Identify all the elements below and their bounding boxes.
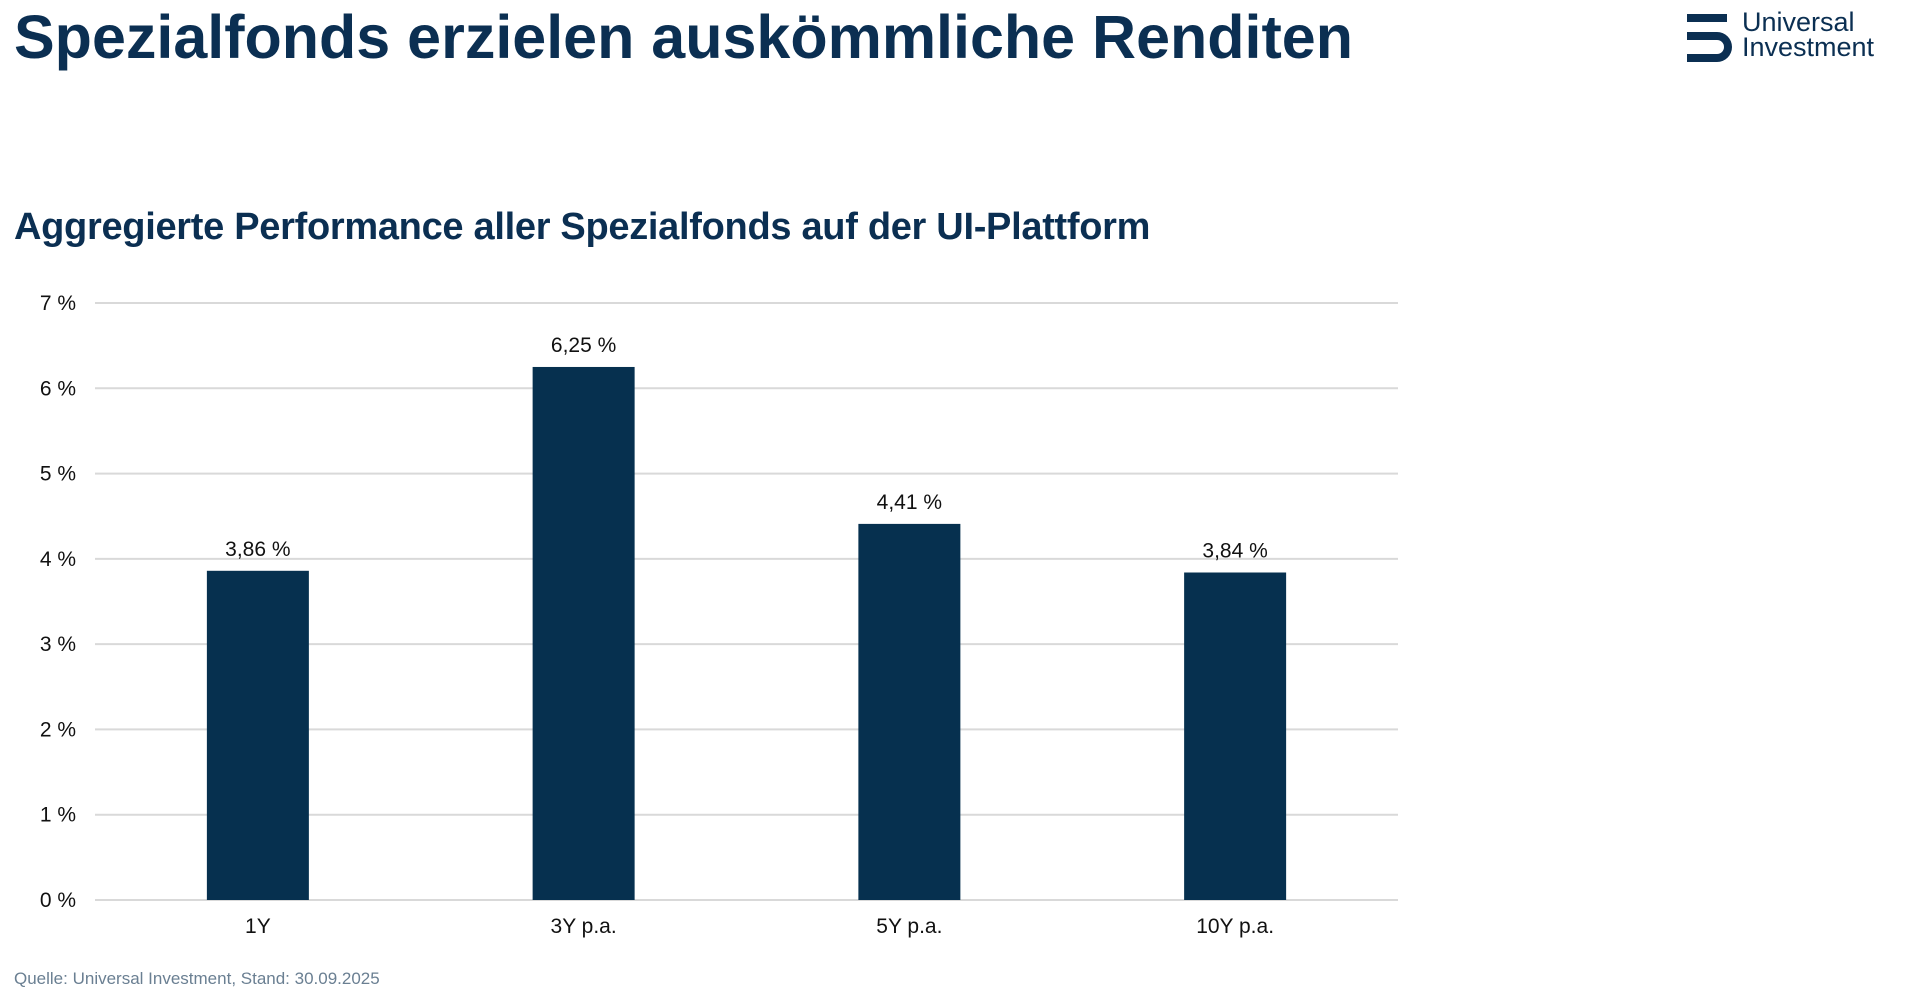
y-tick-label: 5 % <box>40 463 76 486</box>
bar-1y <box>206 570 309 900</box>
data-label: 4,41 % <box>877 491 942 514</box>
logo-wordmark: Universal Investment <box>1742 7 1875 62</box>
chart-title: Aggregierte Performance aller Spezialfon… <box>14 206 1151 248</box>
bar-5y-p-a <box>858 523 961 900</box>
y-tick-label: 6 % <box>40 377 76 400</box>
y-tick-label: 4 % <box>40 548 76 571</box>
bars <box>206 366 1287 900</box>
x-axis-tick-labels: 1Y 3Y p.a. 5Y p.a. 10Y p.a. <box>245 915 1274 938</box>
data-label: 3,84 % <box>1202 540 1267 563</box>
x-tick-label: 1Y <box>245 915 271 938</box>
universal-investment-logo-icon <box>1687 14 1732 62</box>
bar-10y-p-a <box>1184 572 1287 900</box>
y-tick-label: 3 % <box>40 633 76 656</box>
x-tick-label: 10Y p.a. <box>1196 915 1274 938</box>
y-tick-label: 2 % <box>40 718 76 741</box>
data-label: 3,86 % <box>225 538 290 561</box>
data-labels: 3,86 % 6,25 % 4,41 % 3,84 % <box>225 334 1268 563</box>
data-label: 6,25 % <box>551 334 616 357</box>
y-tick-label: 1 % <box>40 804 76 827</box>
logo-line-1: Universal <box>1742 7 1855 37</box>
x-tick-label: 3Y p.a. <box>551 915 617 938</box>
y-tick-label: 7 % <box>40 292 76 315</box>
source-note: Quelle: Universal Investment, Stand: 30.… <box>14 969 380 988</box>
logo-line-2: Investment <box>1742 32 1875 62</box>
x-tick-label: 5Y p.a. <box>876 915 942 938</box>
bar-3y-p-a <box>532 366 635 900</box>
company-logo: Universal Investment <box>1687 7 1902 67</box>
page-title: Spezialfonds erzielen auskömmliche Rendi… <box>14 3 1353 71</box>
gridlines <box>95 302 1398 901</box>
y-tick-label: 0 % <box>40 889 76 912</box>
y-axis-tick-labels: 0 % 1 % 2 % 3 % 4 % 5 % 6 % 7 % <box>40 292 76 912</box>
